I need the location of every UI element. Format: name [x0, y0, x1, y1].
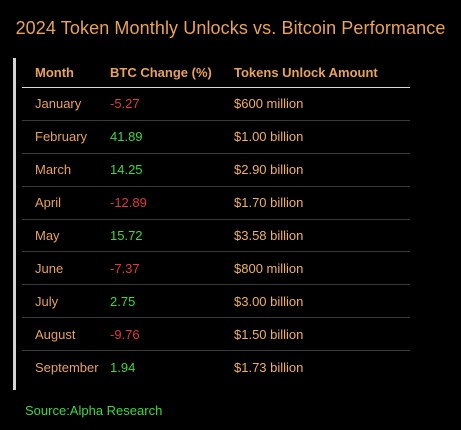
cell-unlock-amount: $3.00 billion	[234, 293, 304, 309]
cell-btc-change: 14.25	[110, 162, 143, 178]
table-row: March 14.25 $2.90 billion	[22, 154, 410, 187]
cell-month: March	[35, 162, 72, 178]
source-note: Source:Alpha Research	[25, 403, 163, 418]
accent-bar	[13, 58, 16, 390]
cell-unlock-amount: $1.73 billion	[234, 360, 304, 376]
cell-unlock-amount: $3.58 billion	[234, 228, 304, 243]
cell-unlock-amount: $800 million	[234, 260, 304, 276]
data-table: Month BTC Change (%) Tokens Unlock Amoun…	[22, 58, 410, 384]
cell-month: April	[35, 195, 62, 211]
table-row: August -9.76 $1.50 billion	[22, 318, 410, 352]
cell-btc-change: 1.94	[110, 360, 136, 376]
table-row: February 41.89 $1.00 billion	[22, 121, 410, 154]
table-header: Month BTC Change (%) Tokens Unlock Amoun…	[22, 58, 410, 88]
column-header-unlock-amount: Tokens Unlock Amount	[234, 65, 378, 80]
column-header-btc-change: BTC Change (%)	[110, 65, 212, 80]
cell-month: August	[35, 326, 76, 342]
cell-unlock-amount: $1.00 billion	[234, 129, 304, 145]
cell-month: June	[35, 260, 64, 276]
table-row: April -12.89 $1.70 billion	[22, 187, 410, 220]
cell-btc-change: -9.76	[110, 326, 140, 342]
cell-btc-change: -12.89	[110, 195, 147, 211]
cell-month: February	[35, 129, 88, 145]
cell-month: July	[35, 293, 59, 309]
cell-btc-change: -7.37	[110, 260, 140, 276]
table-row: May 15.72 $3.58 billion	[22, 220, 410, 253]
cell-unlock-amount: $600 million	[234, 96, 304, 112]
cell-month: May	[35, 228, 60, 243]
page-title: 2024 Token Monthly Unlocks vs. Bitcoin P…	[15, 18, 446, 38]
table-row: July 2.75 $3.00 billion	[22, 285, 410, 319]
table-body: January -5.27 $600 million February 41.89 $1.…	[22, 88, 410, 384]
cell-btc-change: 2.75	[110, 293, 136, 309]
table-row: September 1.94 $1.73 billion	[22, 351, 410, 384]
cell-unlock-amount: $1.70 billion	[234, 195, 304, 211]
table-row: January -5.27 $600 million	[22, 88, 410, 121]
cell-unlock-amount: $1.50 billion	[234, 326, 304, 342]
cell-btc-change: 15.72	[110, 228, 143, 243]
table-row: June -7.37 $800 million	[22, 252, 410, 286]
cell-unlock-amount: $2.90 billion	[234, 162, 304, 178]
column-header-month: Month	[35, 65, 74, 80]
cell-month: September	[35, 360, 99, 376]
cell-btc-change: -5.27	[110, 96, 140, 112]
cell-btc-change: 41.89	[110, 129, 143, 145]
cell-month: January	[35, 96, 82, 112]
